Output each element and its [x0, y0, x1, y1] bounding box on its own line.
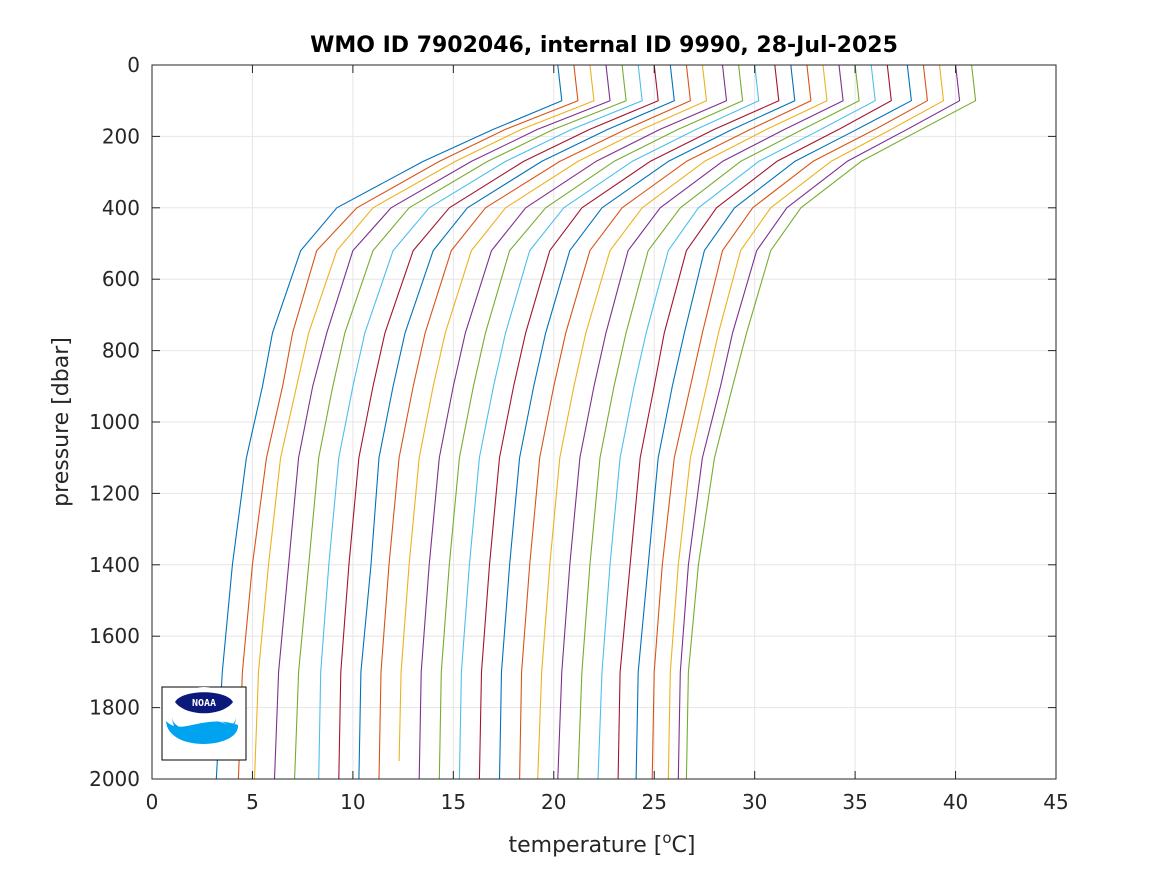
profile-line-19 — [577, 64, 860, 780]
y-tick-label: 600 — [102, 267, 140, 291]
noaa-logo: NOAA — [161, 686, 247, 761]
profile-line-10 — [398, 64, 708, 762]
x-tick-label: 35 — [842, 790, 867, 814]
x-tick-labels: 0 5 10 15 20 25 30 35 40 45 — [146, 790, 1069, 814]
logo-mark-text: NOAA — [192, 698, 216, 709]
y-tick-label: 2000 — [89, 767, 140, 791]
profile-line-1 — [215, 64, 563, 780]
profile-line-20 — [597, 64, 876, 780]
profile-line-8 — [358, 64, 675, 780]
y-tick-label: 1800 — [89, 696, 140, 720]
profile-line-22 — [635, 64, 912, 780]
profile-line-11 — [418, 64, 728, 780]
x-tick-label: 10 — [340, 790, 365, 814]
tick-marks — [151, 64, 1057, 780]
y-axis-label: pressure [dbar] — [49, 337, 74, 507]
x-tick-label: 0 — [146, 790, 159, 814]
logo-wave-crest — [182, 716, 228, 727]
profile-line-23 — [651, 64, 928, 780]
chart-title: WMO ID 7902046, internal ID 9990, 28-Jul… — [310, 33, 898, 58]
profile-line-24 — [667, 64, 945, 780]
y-tick-label: 1000 — [89, 410, 140, 434]
x-tick-label: 5 — [246, 790, 259, 814]
y-tick-label: 1200 — [89, 481, 140, 505]
x-tick-label: 15 — [441, 790, 466, 814]
profile-line-17 — [537, 64, 828, 780]
profile-line-6 — [318, 64, 643, 780]
y-tick-label: 1400 — [89, 553, 140, 577]
profile-line-15 — [498, 64, 796, 780]
profile-line-25 — [677, 64, 961, 780]
profile-line-14 — [478, 64, 780, 780]
x-tick-label: 30 — [742, 790, 767, 814]
logo-ocean-wave — [166, 721, 239, 744]
x-axis-label: temperature [oC] — [508, 829, 695, 858]
profile-line-9 — [378, 64, 691, 780]
profile-series-group — [215, 64, 977, 780]
x-axis-label-suffix: C] — [672, 833, 696, 858]
profile-line-4 — [273, 64, 611, 780]
y-tick-labels: 0 200 400 600 800 1000 1200 1400 1600 1800 2000 — [89, 53, 140, 791]
y-tick-label: 1600 — [89, 624, 140, 648]
profile-line-26 — [685, 64, 977, 780]
profile-line-16 — [519, 64, 812, 780]
profile-line-18 — [557, 64, 844, 780]
profile-line-3 — [253, 64, 595, 780]
profile-line-7 — [338, 64, 659, 780]
x-tick-label: 20 — [541, 790, 566, 814]
profile-line-2 — [237, 64, 579, 780]
profile-line-12 — [438, 64, 744, 780]
x-tick-label: 40 — [943, 790, 968, 814]
logo-upper-sky — [175, 692, 233, 714]
x-axis-label-superscript: o — [662, 829, 671, 847]
y-tick-label: 0 — [127, 53, 140, 77]
x-tick-label: 25 — [641, 790, 666, 814]
y-tick-label: 200 — [102, 124, 140, 148]
profile-line-21 — [617, 64, 892, 780]
profile-line-13 — [458, 64, 760, 780]
profile-line-5 — [294, 64, 627, 780]
y-tick-label: 400 — [102, 196, 140, 220]
x-axis-label-prefix: temperature [ — [508, 833, 662, 858]
x-tick-label: 45 — [1043, 790, 1068, 814]
y-tick-label: 800 — [102, 339, 140, 363]
